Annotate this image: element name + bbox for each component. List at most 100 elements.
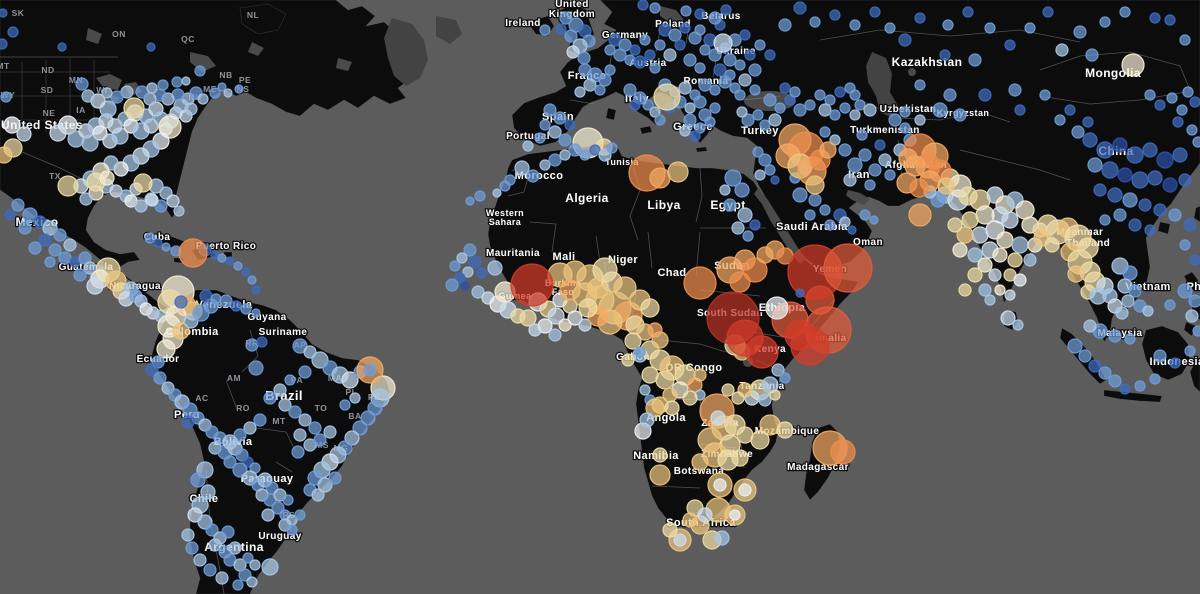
data-bubble[interactable] [952, 242, 968, 258]
data-bubble[interactable] [864, 179, 876, 191]
data-bubble[interactable] [44, 256, 56, 268]
data-bubble[interactable] [1071, 125, 1085, 139]
data-bubble[interactable] [1192, 325, 1200, 337]
data-bubble[interactable] [230, 300, 242, 312]
data-bubble[interactable] [1179, 239, 1191, 251]
data-bubble[interactable] [3, 116, 21, 134]
data-bubble[interactable] [510, 263, 554, 307]
data-bubble[interactable] [519, 309, 537, 327]
data-bubble[interactable] [759, 119, 771, 131]
data-bubble[interactable] [719, 184, 731, 196]
data-bubble[interactable] [750, 430, 770, 450]
data-bubble[interactable] [1134, 380, 1146, 392]
data-bubble[interactable] [53, 228, 67, 242]
data-bubble[interactable] [16, 126, 32, 142]
data-bubble[interactable] [1093, 183, 1107, 197]
data-bubble[interactable] [663, 48, 677, 62]
data-bubble[interactable] [282, 494, 294, 506]
data-bubble[interactable] [249, 559, 261, 571]
data-bubble[interactable] [814, 89, 826, 101]
data-bubble[interactable] [172, 322, 190, 340]
data-bubble[interactable] [203, 563, 217, 577]
data-bubble[interactable] [731, 221, 745, 235]
data-bubble[interactable] [1153, 203, 1167, 217]
data-bubble[interactable] [200, 484, 216, 500]
data-bubble[interactable] [456, 252, 468, 264]
data-bubble[interactable] [829, 134, 841, 146]
data-bubble[interactable] [977, 257, 993, 273]
data-bubble[interactable] [1169, 357, 1181, 369]
data-bubble[interactable] [679, 22, 691, 34]
data-bubble[interactable] [58, 251, 72, 265]
data-bubble[interactable] [888, 113, 902, 127]
data-bubble[interactable] [1121, 53, 1145, 77]
data-bubble[interactable] [1119, 383, 1131, 395]
data-bubble[interactable] [878, 153, 892, 167]
data-bubble[interactable] [754, 169, 766, 181]
data-bubble[interactable] [629, 44, 641, 56]
data-bubble[interactable] [1055, 43, 1069, 57]
data-bubble[interactable] [247, 275, 257, 285]
data-bubble[interactable] [652, 447, 668, 463]
data-bubble[interactable] [558, 133, 572, 147]
data-bubble[interactable] [834, 86, 846, 98]
data-bubble[interactable] [1014, 104, 1026, 116]
data-bubble[interactable] [738, 73, 752, 87]
data-bubble[interactable] [679, 125, 691, 137]
data-bubble[interactable] [899, 106, 911, 118]
data-bubble[interactable] [158, 115, 182, 139]
data-bubble[interactable] [594, 84, 606, 96]
data-bubble[interactable] [81, 134, 99, 152]
data-bubble[interactable] [937, 177, 955, 195]
data-bubble[interactable] [256, 336, 268, 348]
data-bubble[interactable] [869, 215, 879, 225]
data-bubble[interactable] [647, 322, 663, 338]
data-bubble[interactable] [566, 45, 580, 59]
data-bubble[interactable] [649, 62, 661, 74]
data-bubble[interactable] [1128, 284, 1142, 298]
data-bubble[interactable] [694, 122, 706, 134]
data-bubble[interactable] [854, 99, 866, 111]
data-bubble[interactable] [251, 308, 261, 318]
data-bubble[interactable] [1108, 329, 1122, 343]
data-bubble[interactable] [640, 298, 660, 318]
data-bubble[interactable] [823, 243, 873, 293]
data-bubble[interactable] [1042, 6, 1054, 18]
data-bubble[interactable] [1131, 171, 1149, 189]
data-bubble[interactable] [704, 116, 716, 128]
data-bubble[interactable] [48, 243, 62, 257]
data-bubble[interactable] [623, 83, 637, 97]
data-bubble[interactable] [146, 42, 156, 52]
data-bubble[interactable] [1182, 86, 1194, 98]
data-bubble[interactable] [522, 140, 534, 152]
data-bubble[interactable] [693, 368, 707, 382]
data-bubble[interactable] [713, 478, 727, 492]
data-bubble[interactable] [1083, 319, 1097, 333]
data-bubble[interactable] [1144, 89, 1156, 101]
data-bubble[interactable] [578, 298, 598, 318]
data-bubble[interactable] [323, 425, 337, 439]
data-bubble[interactable] [349, 392, 361, 404]
data-bubble[interactable] [818, 103, 832, 117]
data-bubble[interactable] [637, 0, 649, 11]
data-bubble[interactable] [613, 48, 627, 62]
data-bubble[interactable] [847, 225, 857, 235]
data-bubble[interactable] [682, 390, 698, 406]
data-bubble[interactable] [574, 86, 586, 98]
data-bubble[interactable] [1154, 99, 1166, 111]
data-bubble[interactable] [752, 109, 764, 121]
data-bubble[interactable] [653, 83, 681, 111]
data-bubble[interactable] [1099, 214, 1111, 226]
data-bubble[interactable] [278, 398, 292, 412]
data-bubble[interactable] [75, 77, 89, 91]
data-bubble[interactable] [1011, 236, 1029, 254]
data-bubble[interactable] [967, 267, 983, 283]
data-bubble[interactable] [171, 76, 183, 88]
data-bubble[interactable] [984, 294, 996, 306]
data-bubble[interactable] [769, 389, 781, 401]
data-bubble[interactable] [583, 78, 597, 92]
data-bubble[interactable] [629, 99, 641, 111]
data-bubble[interactable] [217, 82, 227, 92]
data-bubble[interactable] [649, 2, 661, 14]
data-bubble[interactable] [462, 266, 474, 278]
